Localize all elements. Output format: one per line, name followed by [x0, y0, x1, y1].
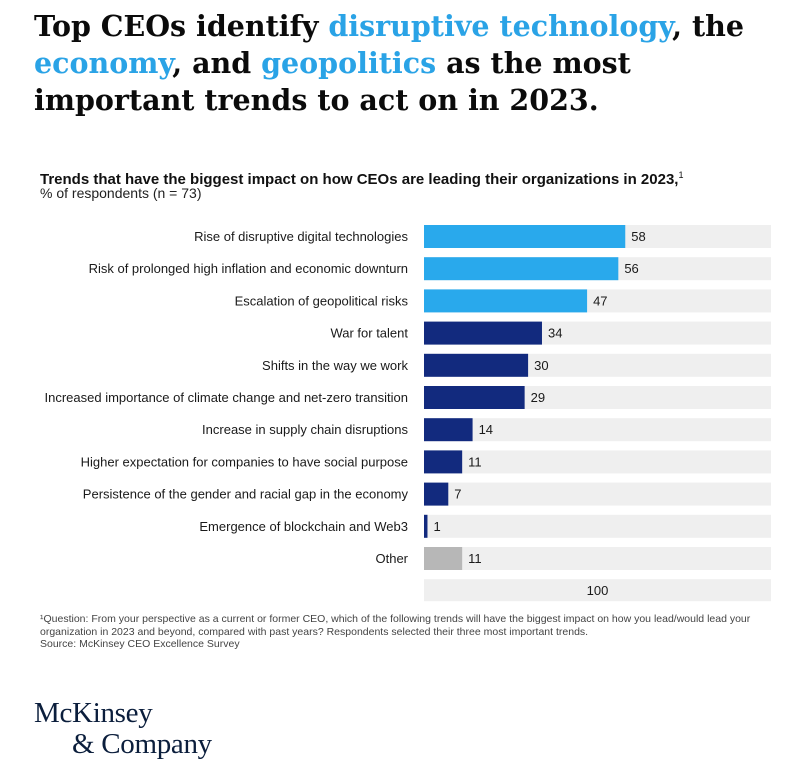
logo-line: McKinsey — [34, 697, 153, 729]
category-label: Risk of prolonged high inflation and eco… — [89, 261, 408, 276]
bar-track — [424, 418, 771, 442]
category-label: Shifts in the way we work — [262, 358, 408, 373]
bar — [424, 225, 626, 248]
category-label: Increased importance of climate change a… — [45, 390, 408, 405]
bar — [424, 482, 449, 506]
value-label: 29 — [531, 390, 545, 405]
axis-band — [424, 579, 771, 602]
bar-track — [424, 547, 771, 570]
bar — [424, 321, 542, 345]
chart-subtitle: % of respondents (n = 73) — [40, 185, 202, 201]
bar — [424, 450, 463, 474]
value-label: 14 — [479, 422, 493, 437]
category-label: Other — [375, 551, 408, 566]
headline-text: , the — [672, 9, 744, 43]
bar — [424, 514, 428, 538]
value-label: 34 — [548, 326, 562, 341]
bar-track — [424, 514, 771, 538]
logo-line: & Company — [72, 728, 212, 760]
value-label: 1 — [433, 519, 440, 534]
category-label: Emergence of blockchain and Web3 — [199, 519, 408, 534]
bar — [424, 418, 473, 442]
headline-highlight: geopolitics — [261, 46, 437, 80]
axis-max-label: 100 — [587, 583, 609, 598]
headline-highlight: disruptive technology — [328, 9, 673, 43]
footnote-line: organization in 2023 and beyond, compare… — [40, 625, 589, 638]
bar — [424, 257, 619, 281]
bar — [424, 353, 529, 377]
bar — [424, 289, 588, 313]
headline-highlight: economy — [34, 46, 173, 80]
value-label: 11 — [468, 551, 482, 566]
category-label: Higher expectation for companies to have… — [81, 454, 408, 469]
category-label: Increase in supply chain disruptions — [202, 422, 408, 437]
chart-title-text: Trends that have the biggest impact on h… — [40, 171, 679, 188]
value-label: 56 — [624, 261, 638, 276]
footnote: ¹Question: From your perspective as a cu… — [40, 613, 770, 651]
category-label: Escalation of geopolitical risks — [235, 293, 409, 308]
headline-text: , and — [172, 46, 262, 80]
value-label: 58 — [631, 229, 645, 244]
chart-title: Trends that have the biggest impact on h… — [40, 166, 683, 189]
value-label: 11 — [468, 454, 482, 469]
footnote-marker: 1 — [678, 170, 684, 180]
headline: Top CEOs identify disruptive technology,… — [34, 8, 774, 119]
category-label: War for talent — [330, 326, 408, 341]
value-label: 30 — [534, 358, 548, 373]
headline-text: Top CEOs identify — [34, 9, 329, 43]
headline-text: as the most important trends to act on i… — [34, 46, 631, 117]
bar-track — [424, 482, 771, 506]
category-label: Rise of disruptive digital technologies — [194, 229, 408, 244]
bar — [424, 547, 463, 570]
footnote-line: ¹Question: From your perspective as a cu… — [40, 613, 751, 625]
category-label: Persistence of the gender and racial gap… — [83, 487, 409, 502]
value-label: 7 — [454, 487, 461, 502]
bar-track — [424, 450, 771, 474]
bar-chart: Rise of disruptive digital technologies 5… — [45, 225, 771, 602]
footnote-line: Source: McKinsey CEO Excellence Survey — [40, 638, 240, 650]
bar — [424, 386, 525, 409]
value-label: 47 — [593, 293, 607, 308]
mckinsey-logo: McKinsey & Company — [34, 698, 212, 760]
